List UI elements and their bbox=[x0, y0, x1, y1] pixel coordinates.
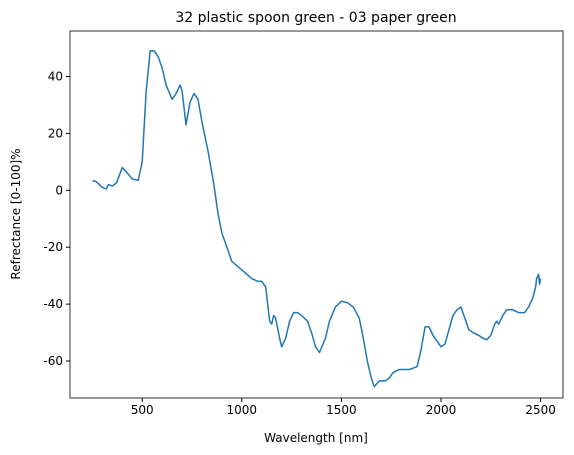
line bbox=[92, 50, 542, 388]
y-tick-label: 0 bbox=[55, 183, 63, 197]
x-tick-label: 2500 bbox=[525, 403, 556, 417]
y-tick-label: 20 bbox=[48, 126, 63, 140]
x-tick-label: 1500 bbox=[326, 403, 357, 417]
x-tick-label: 500 bbox=[131, 403, 154, 417]
x-tick-label: 1000 bbox=[227, 403, 258, 417]
y-tick-label: -40 bbox=[43, 297, 63, 311]
plot-frame bbox=[69, 30, 564, 399]
x-tick-label: 2000 bbox=[426, 403, 457, 417]
y-tick-label: 40 bbox=[48, 70, 63, 84]
y-axis-label: Refrectance [0-100]% bbox=[9, 148, 23, 279]
y-tick-label: -20 bbox=[43, 240, 63, 254]
y-tick-label: -60 bbox=[43, 354, 63, 368]
chart-title: 32 plastic spoon green - 03 paper green bbox=[175, 10, 456, 26]
x-axis-label: Wavelength [nm] bbox=[264, 431, 368, 445]
